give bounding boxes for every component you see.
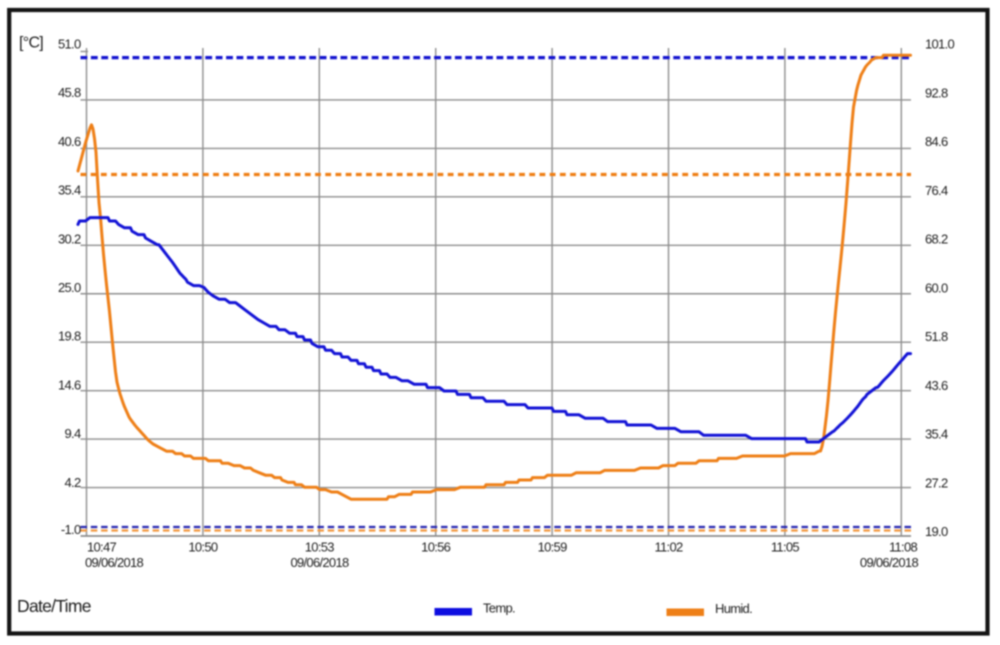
svg-text:09/06/2018: 09/06/2018 <box>860 555 919 570</box>
svg-text:45.8: 45.8 <box>58 85 81 100</box>
svg-text:60.0: 60.0 <box>925 280 948 295</box>
svg-text:35.4: 35.4 <box>925 427 948 442</box>
svg-text:19.0: 19.0 <box>925 524 948 539</box>
svg-text:[°C]: [°C] <box>19 35 43 52</box>
svg-text:4.2: 4.2 <box>65 475 81 490</box>
svg-text:76.4: 76.4 <box>925 183 948 198</box>
svg-text:68.2: 68.2 <box>925 232 948 247</box>
svg-text:10:47: 10:47 <box>87 540 117 555</box>
svg-text:10:50: 10:50 <box>188 540 218 555</box>
svg-text:92.8: 92.8 <box>925 85 948 100</box>
svg-text:09/06/2018: 09/06/2018 <box>85 555 144 570</box>
svg-text:10:53: 10:53 <box>305 540 335 555</box>
svg-text:Humid.: Humid. <box>715 601 752 616</box>
svg-text:-1.0: -1.0 <box>61 522 81 537</box>
svg-text:19.8: 19.8 <box>58 329 81 344</box>
svg-text:30.2: 30.2 <box>58 231 81 246</box>
svg-text:Temp.: Temp. <box>483 601 515 616</box>
svg-text:14.6: 14.6 <box>58 377 81 392</box>
svg-text:Date/Time: Date/Time <box>17 596 91 616</box>
svg-text:51.0: 51.0 <box>58 37 81 52</box>
svg-text:101.0: 101.0 <box>925 37 955 52</box>
svg-text:84.6: 84.6 <box>925 134 948 149</box>
svg-text:10:59: 10:59 <box>538 540 568 555</box>
svg-text:35.4: 35.4 <box>58 183 81 198</box>
svg-text:25.0: 25.0 <box>58 280 81 295</box>
svg-text:9.4: 9.4 <box>65 426 81 441</box>
svg-text:10:56: 10:56 <box>421 540 451 555</box>
svg-text:51.8: 51.8 <box>925 329 948 344</box>
svg-text:11:08: 11:08 <box>889 540 918 555</box>
svg-text:11:05: 11:05 <box>771 540 800 555</box>
svg-text:09/06/2018: 09/06/2018 <box>290 555 349 570</box>
svg-text:43.6: 43.6 <box>925 378 948 393</box>
svg-text:11:02: 11:02 <box>654 540 683 555</box>
svg-text:40.6: 40.6 <box>58 134 81 149</box>
svg-text:27.2: 27.2 <box>925 475 948 490</box>
